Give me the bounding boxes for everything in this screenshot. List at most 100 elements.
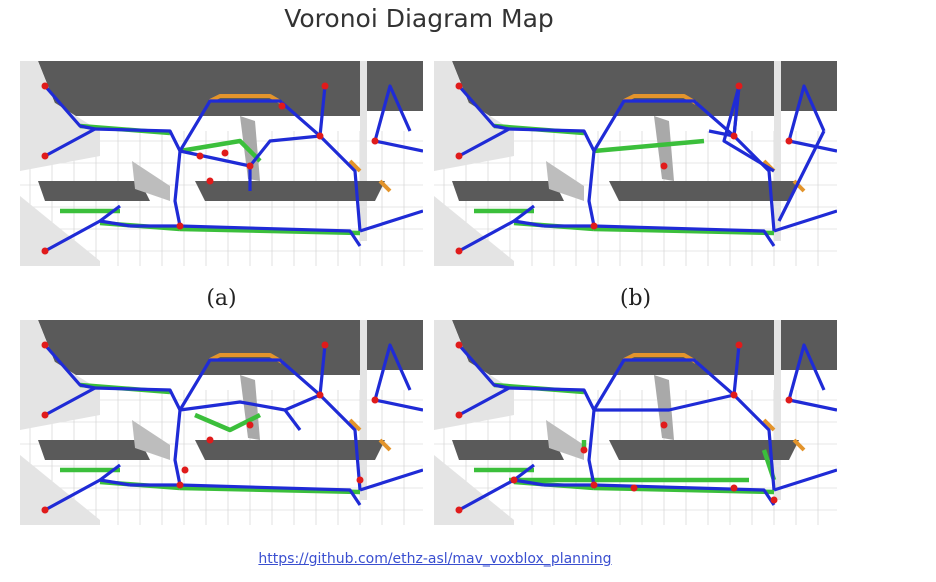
graph-node bbox=[580, 446, 588, 454]
graph-edge bbox=[43, 343, 96, 390]
graph-edge bbox=[593, 226, 775, 236]
graph-edge bbox=[792, 179, 806, 193]
wall-diagonal bbox=[546, 420, 584, 460]
wall-left-lower bbox=[434, 196, 514, 266]
wall-left bbox=[20, 340, 100, 430]
graph-edge bbox=[179, 485, 361, 495]
wall-mid-right bbox=[609, 181, 799, 201]
wall-fin bbox=[654, 116, 674, 181]
wall-fin bbox=[654, 375, 674, 440]
graph-edge bbox=[378, 438, 392, 452]
graph-edge bbox=[792, 438, 806, 452]
graph-edge bbox=[43, 84, 96, 131]
graph-edge bbox=[179, 226, 361, 236]
graph-node bbox=[41, 82, 49, 90]
graph-edge bbox=[594, 393, 735, 412]
graph-edge bbox=[513, 204, 535, 223]
graph-edge bbox=[373, 343, 412, 401]
graph-edge bbox=[194, 412, 262, 433]
graph-edge bbox=[457, 343, 510, 390]
graph-edge bbox=[513, 463, 535, 482]
graph-node bbox=[735, 82, 743, 90]
graph-edge bbox=[587, 150, 596, 227]
graph-node bbox=[785, 396, 793, 404]
graph-edge bbox=[732, 393, 776, 491]
wall-right bbox=[779, 61, 837, 111]
graph-edge bbox=[179, 138, 262, 163]
graph-node bbox=[246, 421, 254, 429]
wall-left-lower bbox=[20, 455, 100, 525]
caption-b: (b) bbox=[619, 286, 652, 311]
wall-mid-left bbox=[38, 440, 150, 460]
graph-edge bbox=[318, 393, 362, 491]
graph-edge bbox=[318, 134, 362, 232]
voronoi-map-a bbox=[20, 61, 423, 266]
graph-edge bbox=[374, 139, 423, 153]
graph-node bbox=[630, 484, 638, 492]
graph-edge bbox=[593, 485, 775, 495]
graph-edge bbox=[44, 127, 96, 158]
graph-node bbox=[196, 152, 204, 160]
page-title: Voronoi Diagram Map bbox=[284, 4, 554, 33]
graph-node bbox=[176, 481, 184, 489]
graph-node bbox=[735, 341, 743, 349]
graph-edge bbox=[788, 139, 837, 153]
graph-edge bbox=[777, 130, 826, 222]
wall-diagonal bbox=[132, 161, 170, 201]
graph-edge bbox=[373, 84, 412, 142]
graph-edge bbox=[44, 386, 96, 417]
wall-right bbox=[365, 61, 423, 111]
pillar bbox=[774, 61, 781, 241]
graph-edge bbox=[318, 85, 327, 137]
panel-b bbox=[434, 61, 837, 266]
graph-edge bbox=[773, 468, 837, 492]
graph-edge bbox=[173, 409, 182, 486]
graph-edge bbox=[318, 344, 327, 396]
panel-c bbox=[20, 320, 423, 525]
graph-node bbox=[321, 341, 329, 349]
graph-node bbox=[730, 132, 738, 140]
graph-edge bbox=[179, 393, 321, 412]
wall-mid-left bbox=[38, 181, 150, 201]
github-link[interactable]: https://github.com/ethz-asl/mav_voxblox_… bbox=[258, 551, 612, 567]
graph-node bbox=[455, 247, 463, 255]
graph-node bbox=[371, 396, 379, 404]
wall-mid-left bbox=[452, 181, 564, 201]
wall-right bbox=[779, 320, 837, 370]
pillar bbox=[774, 320, 781, 500]
graph-node bbox=[278, 102, 286, 110]
graph-node bbox=[221, 149, 229, 157]
graph-edge bbox=[787, 343, 826, 401]
wall-right bbox=[365, 320, 423, 370]
graph-edge bbox=[458, 127, 510, 158]
graph-edge bbox=[544, 483, 776, 506]
graph-edge bbox=[378, 179, 392, 193]
panel-a bbox=[20, 61, 423, 266]
wall-left bbox=[20, 81, 100, 171]
wall-diagonal bbox=[546, 161, 584, 201]
graph-node bbox=[316, 391, 324, 399]
graph-edge bbox=[722, 84, 775, 173]
wall-top bbox=[452, 320, 774, 375]
graph-node bbox=[590, 481, 598, 489]
graph-node bbox=[660, 162, 668, 170]
pillar bbox=[360, 61, 367, 241]
pillar bbox=[360, 320, 367, 500]
wall-mid-right bbox=[609, 440, 799, 460]
graph-edge bbox=[458, 386, 510, 417]
voronoi-map-b bbox=[434, 61, 837, 266]
wall-mid-left bbox=[452, 440, 564, 460]
graph-node bbox=[41, 506, 49, 514]
graph-edge bbox=[94, 386, 182, 411]
graph-edge bbox=[708, 129, 735, 138]
graph-edge bbox=[178, 99, 322, 152]
wall-left bbox=[434, 340, 514, 430]
graph-node bbox=[321, 82, 329, 90]
wall-left-lower bbox=[434, 455, 514, 525]
graph-node bbox=[455, 506, 463, 514]
graph-edge bbox=[587, 409, 596, 486]
graph-edge bbox=[359, 209, 423, 233]
graph-node bbox=[455, 152, 463, 160]
wall-left bbox=[434, 81, 514, 171]
graph-node bbox=[730, 391, 738, 399]
